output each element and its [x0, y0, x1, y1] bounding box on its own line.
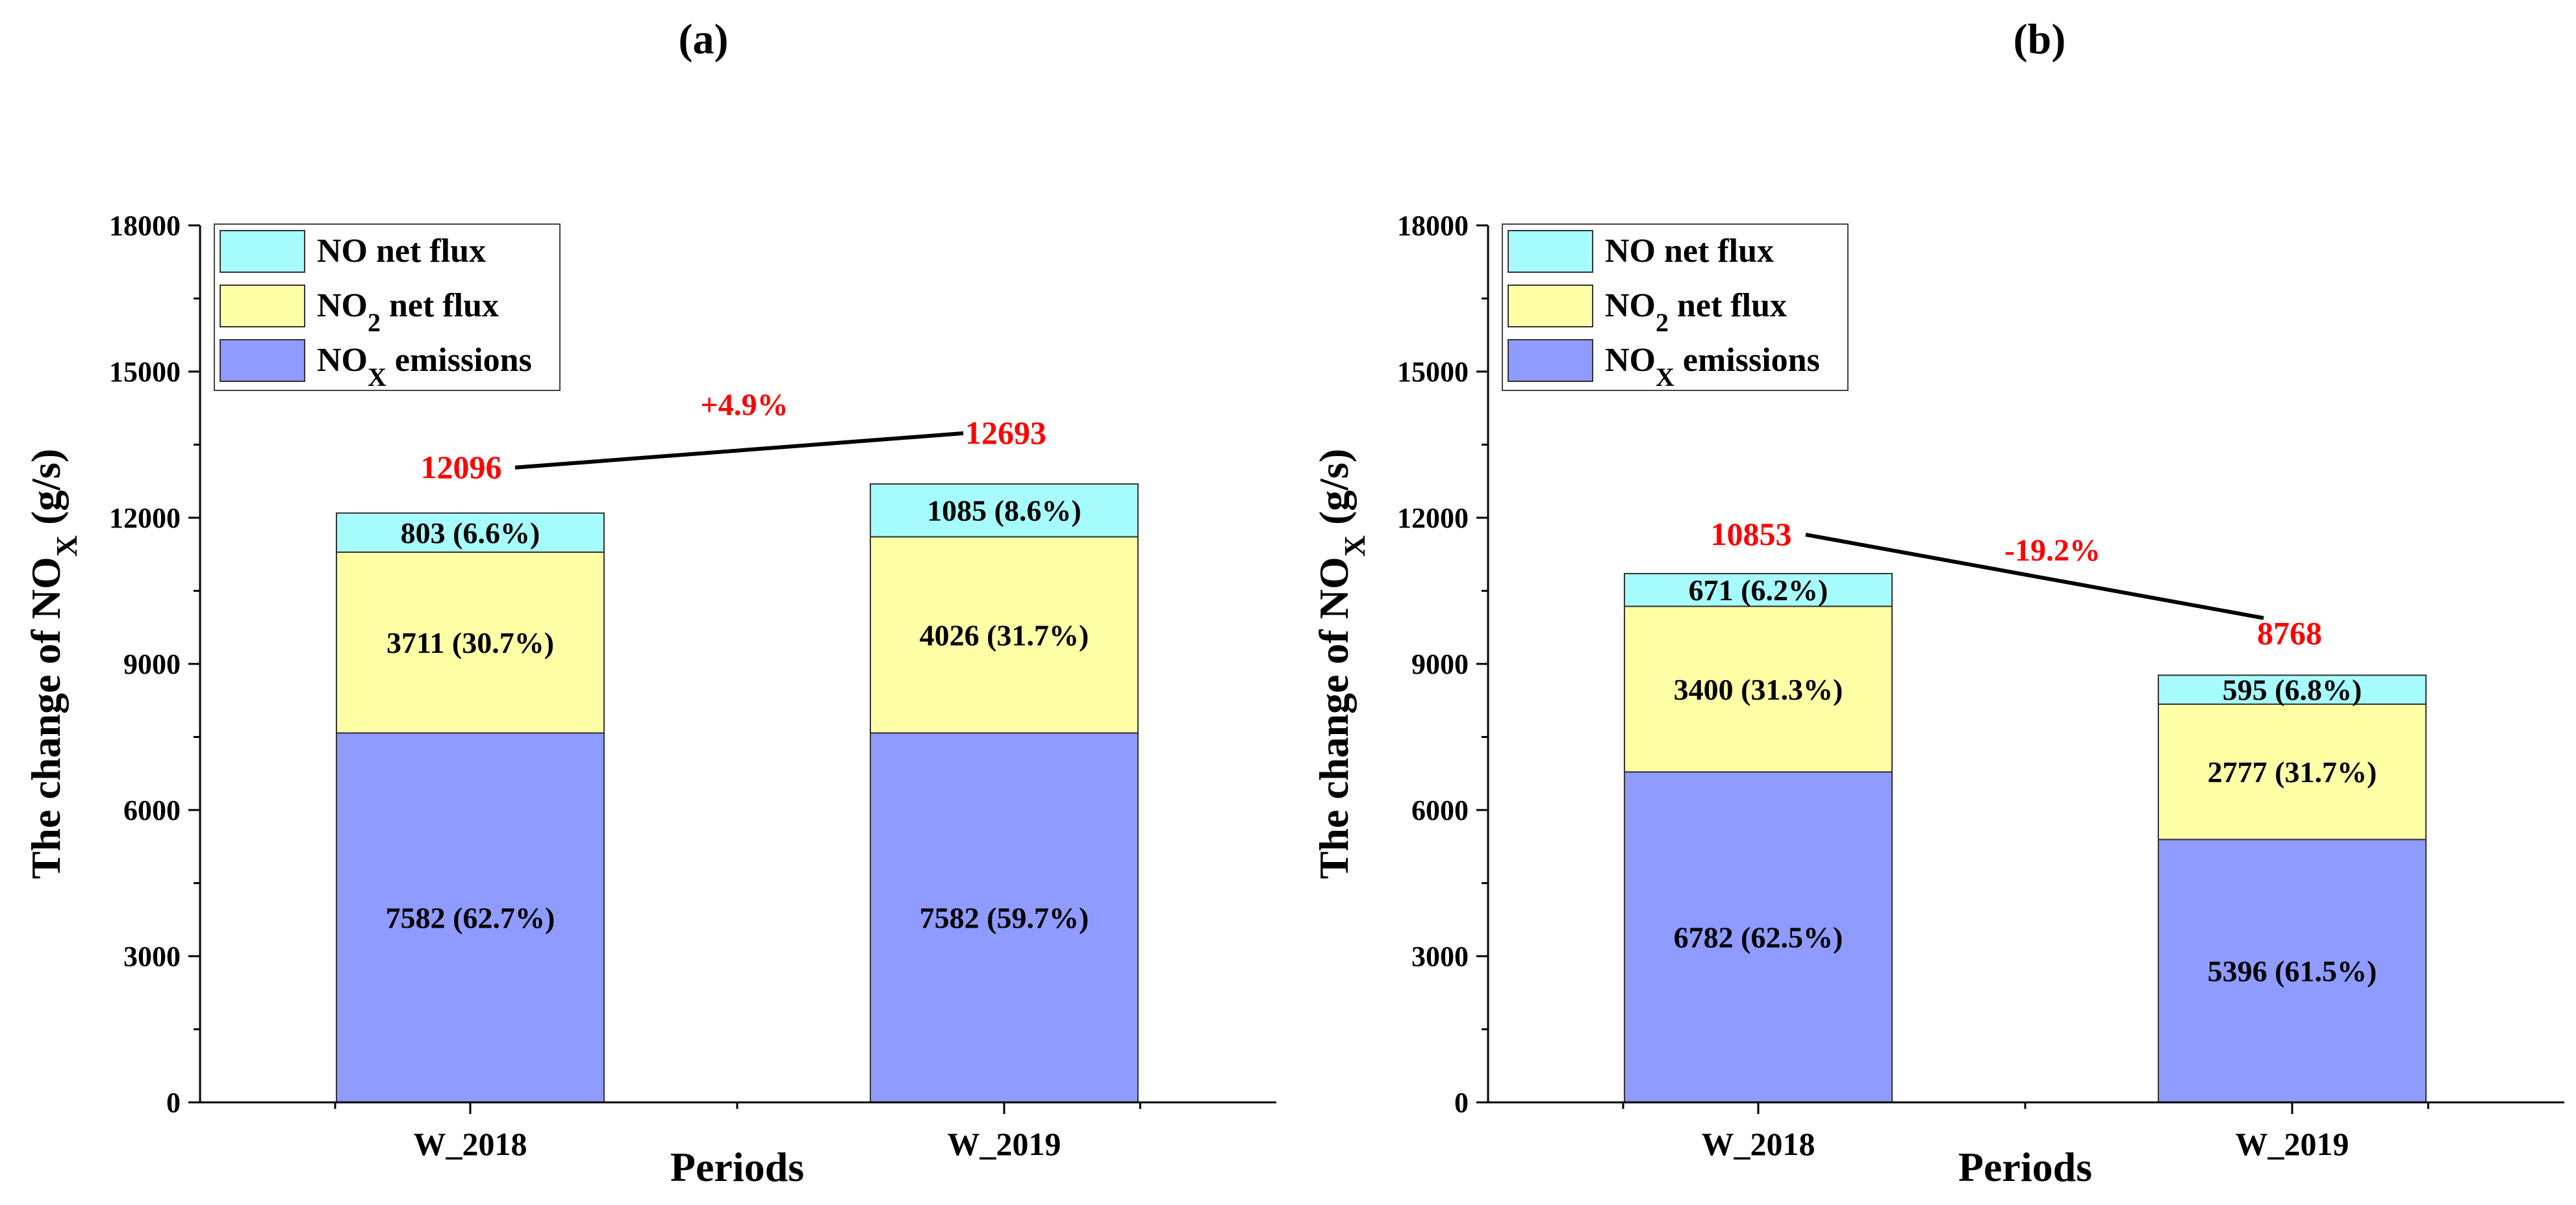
x-axis-title: Periods: [1958, 1144, 2092, 1190]
bar-data-label: 2777 (31.7%): [2208, 755, 2377, 789]
y-tick-label: 6000: [123, 794, 181, 826]
legend-entry: NO2 net flux: [1605, 287, 1787, 337]
bar-data-label: 3711 (30.7%): [386, 626, 554, 659]
change-percent-label: -19.2%: [2004, 533, 2101, 568]
bar-data-label: 3400 (31.3%): [1674, 673, 1843, 706]
change-arrow: [1805, 533, 2264, 620]
panel-label: (a): [679, 16, 729, 63]
bar-segment: [1624, 573, 1893, 607]
legend-entry: NO2 net flux: [317, 287, 499, 337]
bar-segment: [1624, 771, 1893, 1103]
y-tick-label: 12000: [1397, 502, 1469, 534]
bar-segment: [2158, 839, 2427, 1104]
total-label: 8768: [2257, 615, 2322, 651]
legend-swatch: [220, 339, 305, 382]
bar-data-label: 595 (6.8%): [2223, 674, 2362, 707]
bar-data-label: 4026 (31.7%): [920, 618, 1089, 652]
y-tick-label: 12000: [109, 502, 181, 534]
y-tick-label: 18000: [109, 210, 181, 242]
y-axis-title: The change of NOX (g/s): [23, 449, 83, 880]
legend-swatch: [1508, 230, 1593, 273]
legend-entry: NO net flux: [317, 233, 486, 270]
x-tick-label: W_2019: [2236, 1126, 2349, 1162]
y-tick-label: 6000: [1411, 794, 1469, 826]
y-tick-label: 0: [1454, 1087, 1469, 1119]
y-tick-label: 3000: [123, 941, 181, 972]
panel-b: (b) 6782 (62.5%) 3400 (31.3%) 671 (6.2%) 539…: [1311, 16, 2564, 1190]
bar-data-label: 803 (6.6%): [401, 516, 540, 550]
bar-segment: [2158, 704, 2427, 841]
bar-segment: [336, 732, 605, 1103]
y-tick-label: 15000: [1397, 356, 1469, 388]
bar-data-label: 7582 (59.7%): [920, 902, 1089, 935]
legend-entry: NOX emissions: [317, 342, 532, 392]
bar-segment: [1624, 605, 1893, 773]
bar-segment: [870, 483, 1139, 538]
y-tick-label: 3000: [1411, 941, 1469, 972]
change-percent-label: +4.9%: [700, 388, 788, 422]
legend-swatch: [220, 285, 305, 327]
change-arrow: [514, 431, 964, 470]
panel-label: (b): [2014, 16, 2066, 63]
y-tick-label: 9000: [1411, 648, 1469, 680]
legend-entry: NOX emissions: [1605, 342, 1820, 392]
y-tick-label: 18000: [1397, 210, 1469, 242]
legend-swatch: [220, 230, 305, 273]
legend-swatch: [1508, 339, 1593, 382]
x-tick-label: W_2018: [414, 1126, 527, 1162]
bar-segment: [336, 552, 605, 734]
y-tick-label: 15000: [109, 356, 181, 388]
bar-data-label: 7582 (62.7%): [386, 902, 555, 935]
y-tick-label: 9000: [123, 648, 181, 680]
x-tick-label: W_2019: [948, 1126, 1061, 1162]
y-axis-title: The change of NOX (g/s): [1311, 449, 1371, 880]
x-tick-label: W_2018: [1702, 1126, 1815, 1162]
bar-data-label: 671 (6.2%): [1689, 574, 1828, 607]
total-label: 12096: [421, 449, 502, 485]
bar-data-label: 6782 (62.5%): [1674, 921, 1843, 954]
y-tick-label: 0: [166, 1087, 181, 1119]
total-label: 12693: [965, 414, 1046, 451]
bar-segment: [336, 512, 605, 553]
bar-segment: [2158, 674, 2427, 705]
panel-a: (a) 7582 (62.7%) 3711 (30.7%) 803 (6.6%) 758…: [23, 16, 1276, 1190]
bar-data-label: 5396 (61.5%): [2208, 955, 2377, 988]
bar-segment: [870, 732, 1139, 1103]
bar-data-label: 1085 (8.6%): [927, 494, 1081, 527]
bar-segment: [870, 536, 1139, 734]
x-axis-title: Periods: [670, 1144, 804, 1190]
legend-entry: NO net flux: [1605, 233, 1774, 270]
legend-swatch: [1508, 285, 1593, 327]
total-label: 10853: [1711, 516, 1792, 552]
